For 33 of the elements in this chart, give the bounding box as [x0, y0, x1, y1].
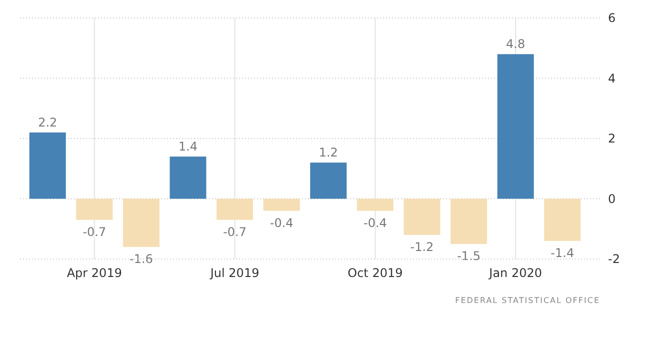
x-tick-label: Oct 2019 [348, 266, 403, 280]
x-tick-label: Jan 2020 [488, 266, 542, 280]
y-tick-label: -2 [608, 252, 620, 266]
data-label: -0.7 [82, 224, 106, 239]
bar [404, 198, 440, 235]
bar [356, 198, 394, 211]
data-label: 1.4 [178, 140, 198, 154]
y-tick-label: 6 [608, 11, 616, 25]
data-label: -1.4 [550, 246, 574, 260]
bar [122, 198, 160, 247]
y-tick-label: 4 [608, 71, 616, 86]
data-label: -0.7 [223, 224, 247, 239]
bar [216, 198, 254, 220]
data-label: -1.6 [129, 252, 153, 266]
data-label: -0.4 [363, 216, 387, 230]
data-label: 2.2 [38, 115, 58, 130]
bar [76, 198, 113, 220]
data-label: 1.2 [318, 146, 338, 160]
bar [544, 198, 581, 241]
bar [497, 54, 534, 199]
data-label: -1.2 [410, 240, 434, 254]
data-label: -0.4 [270, 216, 294, 230]
y-tick-label: 2 [608, 132, 616, 146]
bar [310, 162, 347, 199]
x-tick-label: Apr 2019 [66, 266, 122, 280]
text: FEDERAL STATISTICAL OFFICE [455, 296, 600, 305]
bar [170, 156, 206, 199]
bar [29, 132, 66, 199]
bar [263, 198, 300, 211]
y-tick-label: 0 [608, 192, 616, 206]
bar [450, 198, 488, 244]
data-label: 4.8 [506, 37, 526, 52]
x-tick-label: Jul 2019 [209, 266, 260, 280]
